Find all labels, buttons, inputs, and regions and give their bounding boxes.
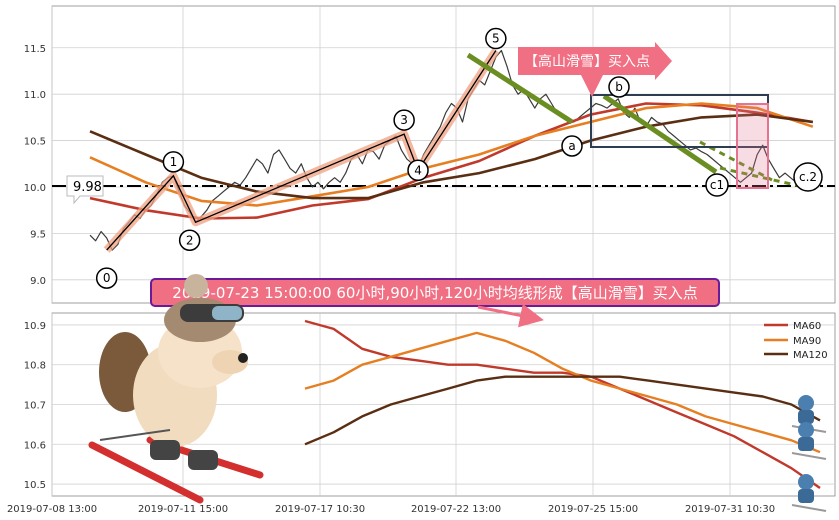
wave-letter-a: a [561,135,583,157]
y-tick-label: 9.5 [30,229,46,240]
y-tick-label: 10.9 [24,321,46,332]
skier-icon [791,474,827,512]
elliott-wave-overlay: 0 1 2 3 4 5 [95,27,507,289]
lower-legend: MA60 MA90 MA120 [764,321,828,361]
skier-icons [791,395,827,512]
x-axis: 2019-07-08 13:00 2019-07-11 15:00 2019-07-… [7,504,775,515]
upper-y-axis: 9.0 9.5 10.0 10.5 11.0 11.5 [24,44,46,287]
wave-letter-c2: c.2 [793,162,823,192]
trend-tail [719,166,801,188]
x-tick-label: 2019-07-08 13:00 [7,504,97,515]
price-line [89,49,813,251]
legend-ma120: MA120 [793,350,828,361]
y-tick-label: 11.5 [24,44,46,55]
wave-point-marker [162,151,185,173]
wave-path [106,50,497,251]
wave-point-marker [95,267,118,289]
wave-label-0: 0 [103,271,111,285]
ma90-lower-line [304,331,821,454]
y-tick-label: 10.0 [24,183,46,194]
wave-label-5: 5 [492,32,500,46]
ma120-line [89,113,813,200]
y-tick-label: 9.0 [30,276,46,287]
wave-point-marker [485,27,507,50]
skier-icon [791,422,827,460]
signal-tag: 【高山滑雪】买入点 [518,42,672,97]
y-tick-label: 10.6 [24,440,46,451]
wave-point-marker [178,229,201,252]
trend-b-to-c1 [602,93,718,175]
legend-ma60: MA60 [793,321,821,332]
wave-letter-c1: c1 [705,173,729,197]
wave-label-3: 3 [400,113,408,127]
wave-label-4: 4 [414,163,422,177]
wave-label-2: 2 [186,233,194,247]
wave-point-marker [393,109,415,131]
lower-y-axis: 10.5 10.6 10.7 10.8 10.9 [24,321,46,491]
skiing-dog-illustration [88,274,264,504]
x-tick-label: 2019-07-11 15:00 [138,504,228,515]
wave-label-c2: c.2 [799,170,817,184]
y-tick-label: 10.5 [24,480,46,491]
y-tick-label: 10.7 [24,401,46,412]
x-tick-label: 2019-07-17 10:30 [275,504,365,515]
legend-ma90: MA90 [793,336,821,347]
price-level-value: 9.98 [73,180,102,195]
corrective-trendlines [466,52,801,188]
signal-tag-text: 【高山滑雪】买入点 [524,53,650,70]
ma120-lower-line [304,375,821,446]
signal-banner-text: 2019-07-23 15:00:00 60小时,90小时,120小时均线形成【… [172,284,697,302]
upper-plot-frame [51,5,836,304]
wave-label-1: 1 [170,155,178,169]
x-tick-label: 2019-07-22 13:00 [411,504,501,515]
ma90-line [89,102,814,207]
lower-series [304,319,821,489]
price-level-tag: 9.98 [66,175,104,205]
wave-label-b: b [615,80,623,94]
trend-c1-to-c2 [699,140,773,182]
wave-label-c1: c1 [710,178,724,192]
wave-point-marker [407,159,429,182]
signal-box [736,103,769,189]
trend-5-to-a [466,52,574,125]
wave-letter-b: b [608,76,630,98]
y-tick-label: 10.8 [24,361,46,372]
y-tick-label: 10.5 [24,137,46,148]
signal-banner: 2019-07-23 15:00:00 60小时,90小时,120小时均线形成【… [150,278,720,328]
x-tick-label: 2019-07-25 15:00 [548,504,638,515]
y-tick-label: 11.0 [24,90,46,101]
wave-label-a: a [568,139,575,153]
x-tick-label: 2019-07-31 10:30 [685,504,775,515]
